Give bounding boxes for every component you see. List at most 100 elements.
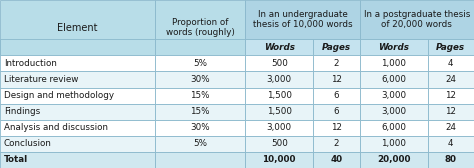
- Text: 12: 12: [331, 75, 342, 84]
- Bar: [360, 136, 428, 152]
- Bar: [313, 88, 360, 104]
- Text: 6,000: 6,000: [381, 75, 406, 84]
- Bar: [245, 55, 313, 71]
- Bar: [155, 0, 245, 55]
- Text: 4: 4: [448, 59, 454, 68]
- Bar: [155, 55, 245, 71]
- Text: 1,000: 1,000: [381, 59, 406, 68]
- Bar: [360, 120, 428, 136]
- Bar: [155, 39, 245, 55]
- Bar: [428, 39, 474, 55]
- Text: 12: 12: [446, 91, 456, 100]
- Text: Element: Element: [57, 23, 98, 33]
- Bar: [313, 71, 360, 88]
- Bar: [0, 104, 155, 120]
- Bar: [428, 55, 474, 71]
- Bar: [0, 120, 155, 136]
- Bar: [155, 104, 245, 120]
- Text: 2: 2: [334, 59, 339, 68]
- Bar: [313, 104, 360, 120]
- Text: Pages: Pages: [322, 43, 351, 52]
- Text: 2: 2: [334, 139, 339, 148]
- Text: 1,500: 1,500: [267, 91, 292, 100]
- Bar: [428, 152, 474, 168]
- Text: 24: 24: [446, 123, 456, 132]
- Bar: [360, 104, 428, 120]
- Text: 3,000: 3,000: [381, 107, 406, 116]
- Text: Conclusion: Conclusion: [4, 139, 52, 148]
- Text: 30%: 30%: [191, 75, 210, 84]
- Bar: [155, 152, 245, 168]
- Bar: [155, 88, 245, 104]
- Bar: [360, 88, 428, 104]
- Text: 500: 500: [271, 59, 288, 68]
- Bar: [155, 120, 245, 136]
- Text: Findings: Findings: [4, 107, 40, 116]
- Bar: [0, 39, 155, 55]
- Text: In a postgraduate thesis
of 20,000 words: In a postgraduate thesis of 20,000 words: [364, 10, 470, 29]
- Text: 1,500: 1,500: [267, 107, 292, 116]
- Text: Introduction: Introduction: [4, 59, 57, 68]
- Text: Analysis and discussion: Analysis and discussion: [4, 123, 108, 132]
- Bar: [428, 104, 474, 120]
- Bar: [360, 71, 428, 88]
- Bar: [245, 88, 313, 104]
- Bar: [360, 39, 428, 55]
- Text: 12: 12: [331, 123, 342, 132]
- Bar: [428, 120, 474, 136]
- Bar: [155, 71, 245, 88]
- Bar: [245, 104, 313, 120]
- Text: 5%: 5%: [193, 59, 207, 68]
- Text: 12: 12: [446, 107, 456, 116]
- Text: Literature review: Literature review: [4, 75, 78, 84]
- Text: 40: 40: [330, 155, 343, 164]
- Bar: [360, 55, 428, 71]
- Text: Proportion of
words (roughly): Proportion of words (roughly): [166, 18, 235, 37]
- Text: 4: 4: [448, 139, 454, 148]
- Text: 15%: 15%: [191, 107, 210, 116]
- Bar: [245, 0, 360, 39]
- Text: 5%: 5%: [193, 139, 207, 148]
- Bar: [313, 120, 360, 136]
- Text: 24: 24: [446, 75, 456, 84]
- Bar: [428, 71, 474, 88]
- Bar: [0, 0, 155, 55]
- Bar: [313, 152, 360, 168]
- Bar: [0, 152, 155, 168]
- Text: Design and methodology: Design and methodology: [4, 91, 114, 100]
- Text: In an undergraduate
thesis of 10,000 words: In an undergraduate thesis of 10,000 wor…: [253, 10, 352, 29]
- Text: 6: 6: [334, 91, 339, 100]
- Bar: [428, 136, 474, 152]
- Text: 3,000: 3,000: [267, 123, 292, 132]
- Text: 80: 80: [445, 155, 457, 164]
- Text: 3,000: 3,000: [267, 75, 292, 84]
- Bar: [428, 88, 474, 104]
- Bar: [245, 39, 313, 55]
- Bar: [245, 71, 313, 88]
- Text: 500: 500: [271, 139, 288, 148]
- Bar: [0, 55, 155, 71]
- Bar: [245, 120, 313, 136]
- Bar: [155, 136, 245, 152]
- Text: Pages: Pages: [436, 43, 465, 52]
- Text: 30%: 30%: [191, 123, 210, 132]
- Text: 6,000: 6,000: [381, 123, 406, 132]
- Bar: [0, 136, 155, 152]
- Text: 3,000: 3,000: [381, 91, 406, 100]
- Text: 15%: 15%: [191, 91, 210, 100]
- Bar: [0, 88, 155, 104]
- Bar: [313, 55, 360, 71]
- Text: 6: 6: [334, 107, 339, 116]
- Bar: [360, 152, 428, 168]
- Text: Words: Words: [264, 43, 295, 52]
- Bar: [245, 152, 313, 168]
- Text: 1,000: 1,000: [381, 139, 406, 148]
- Bar: [0, 71, 155, 88]
- Text: 20,000: 20,000: [377, 155, 410, 164]
- Text: 10,000: 10,000: [263, 155, 296, 164]
- Text: Total: Total: [4, 155, 28, 164]
- Bar: [360, 0, 474, 39]
- Bar: [313, 136, 360, 152]
- Text: Words: Words: [378, 43, 409, 52]
- Bar: [245, 136, 313, 152]
